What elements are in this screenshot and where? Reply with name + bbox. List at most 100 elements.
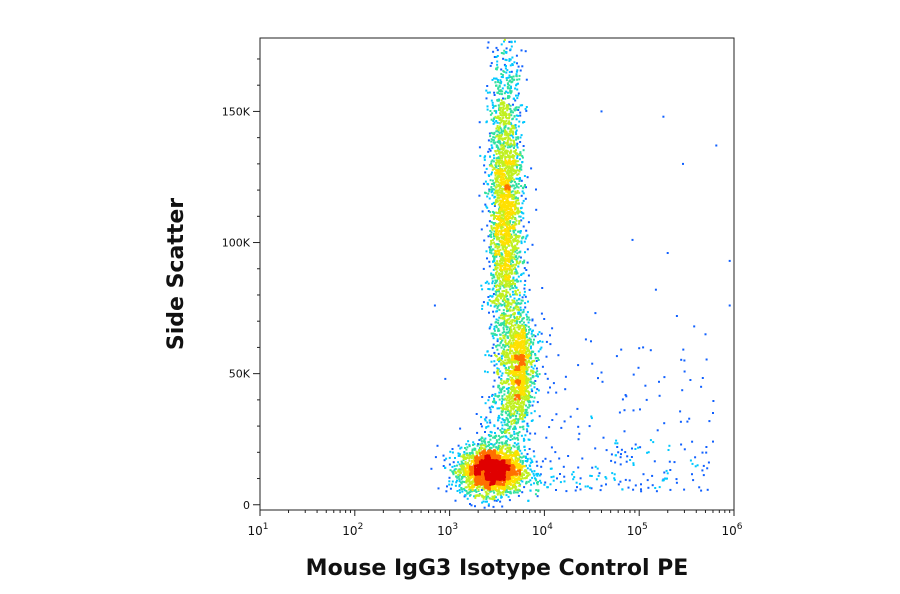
- data-point: [504, 423, 507, 426]
- data-point: [490, 233, 492, 236]
- data-point: [499, 363, 502, 366]
- data-point: [504, 126, 507, 129]
- data-point: [467, 454, 470, 457]
- data-point: [517, 153, 520, 156]
- data-point: [509, 225, 512, 228]
- data-point: [519, 477, 522, 480]
- data-point: [504, 205, 507, 208]
- data-point: [511, 214, 514, 217]
- data-point: [588, 425, 591, 428]
- data-point: [522, 425, 525, 428]
- data-point: [541, 287, 544, 289]
- data-point: [494, 266, 497, 268]
- data-point: [502, 334, 505, 337]
- data-point: [500, 496, 503, 499]
- data-point: [502, 435, 505, 438]
- data-point: [517, 478, 520, 481]
- data-point: [502, 457, 505, 460]
- data-point: [510, 407, 513, 410]
- data-point: [502, 116, 505, 119]
- data-point: [505, 403, 508, 406]
- data-point: [517, 298, 520, 301]
- data-point: [497, 352, 500, 355]
- data-point: [504, 218, 507, 221]
- data-point: [552, 382, 555, 385]
- data-point: [510, 412, 513, 415]
- data-point: [511, 382, 514, 385]
- data-point: [503, 49, 506, 52]
- data-point: [501, 443, 504, 446]
- data-point: [515, 70, 518, 73]
- data-point: [512, 184, 514, 187]
- data-point: [508, 170, 511, 172]
- data-point: [467, 464, 470, 467]
- data-point: [526, 354, 529, 357]
- data-point: [528, 393, 530, 395]
- data-point: [499, 429, 502, 432]
- data-point: [505, 172, 508, 175]
- data-point: [706, 488, 709, 491]
- data-point: [454, 471, 457, 473]
- data-point: [544, 481, 547, 484]
- data-point: [443, 459, 446, 462]
- data-point: [483, 444, 486, 447]
- data-point: [481, 447, 484, 450]
- data-point: [493, 211, 496, 214]
- data-point: [691, 462, 694, 465]
- data-point: [510, 87, 512, 90]
- data-point: [513, 490, 516, 493]
- data-point: [516, 252, 519, 255]
- data-point: [501, 383, 504, 386]
- data-point: [463, 466, 465, 469]
- data-point: [706, 467, 709, 470]
- data-point: [514, 284, 516, 287]
- data-point: [501, 209, 504, 212]
- data-point: [518, 335, 521, 338]
- data-point: [501, 157, 503, 160]
- data-point: [701, 451, 704, 454]
- data-point: [512, 197, 515, 199]
- data-point: [504, 359, 507, 362]
- data-point: [525, 366, 527, 369]
- data-point: [514, 292, 517, 295]
- data-point: [686, 420, 689, 423]
- data-point: [511, 190, 514, 193]
- data-point: [525, 396, 528, 399]
- data-point: [499, 176, 502, 179]
- data-point: [501, 196, 504, 199]
- data-point: [498, 344, 501, 347]
- data-point: [498, 99, 500, 102]
- data-point: [530, 332, 533, 335]
- data-point: [605, 477, 608, 480]
- data-point: [504, 270, 507, 273]
- data-point: [505, 51, 508, 54]
- data-point: [496, 99, 499, 102]
- data-point: [484, 500, 487, 503]
- data-point: [507, 208, 510, 210]
- data-point: [652, 441, 655, 444]
- data-point: [518, 413, 521, 416]
- data-point: [500, 173, 503, 176]
- data-point: [490, 360, 493, 363]
- data-point: [479, 448, 482, 451]
- data-point: [521, 386, 524, 389]
- data-point: [522, 428, 525, 431]
- data-point: [505, 381, 508, 384]
- data-point: [492, 444, 495, 447]
- data-point: [493, 259, 496, 262]
- data-point: [508, 352, 511, 355]
- data-point: [512, 334, 515, 337]
- data-point: [509, 434, 512, 437]
- data-point: [480, 425, 483, 428]
- data-point: [526, 387, 529, 390]
- data-point: [488, 190, 491, 193]
- data-point: [434, 456, 437, 459]
- data-point: [505, 131, 508, 134]
- data-point: [517, 265, 520, 268]
- data-point: [526, 422, 529, 425]
- data-point: [518, 215, 521, 218]
- data-point: [679, 420, 682, 423]
- data-point: [504, 157, 507, 160]
- data-point: [486, 105, 489, 108]
- data-point: [535, 473, 538, 476]
